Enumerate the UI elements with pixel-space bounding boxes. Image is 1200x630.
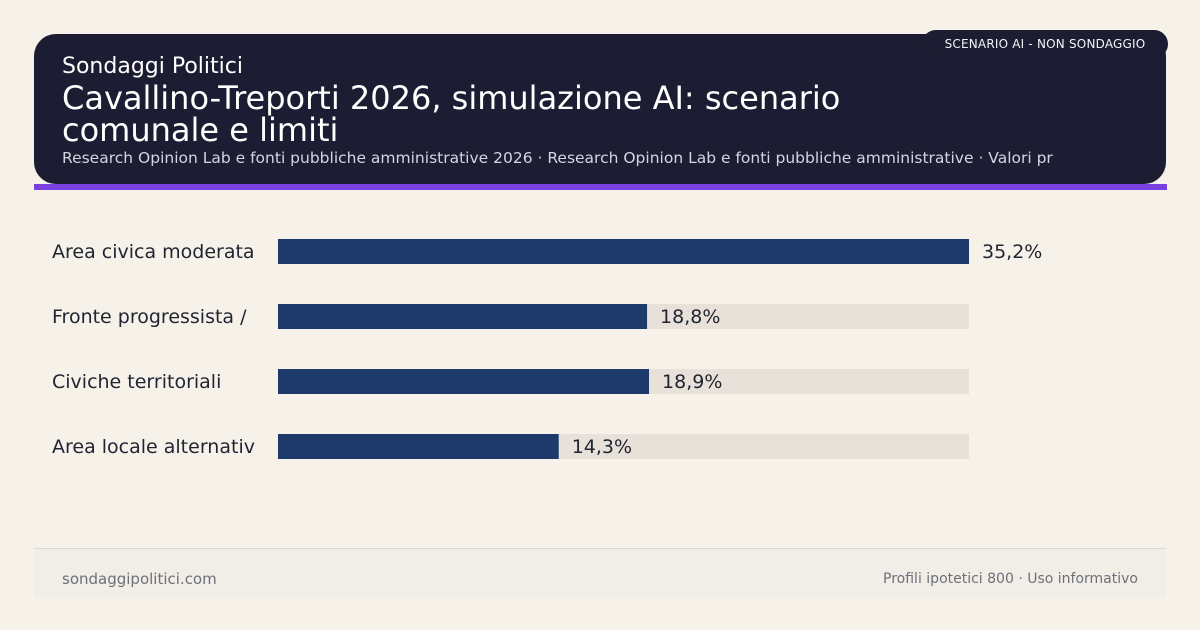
bar [278, 369, 650, 394]
page-title: Cavallino-Treporti 2026, simulazione AI:… [62, 79, 841, 149]
value-label: 14,3% [572, 436, 632, 458]
bar [278, 239, 969, 264]
footer-site: sondaggipolitici.com [62, 570, 217, 588]
category-label: Area civica moderata [52, 241, 255, 263]
footer-note: Profili ipotetici 800 · Uso informativo [883, 571, 1138, 587]
header-panel: Sondaggi Politici Cavallino-Treporti 202… [34, 34, 1166, 184]
header-accent-bar [34, 184, 1167, 190]
bar [278, 434, 559, 459]
value-label: 18,9% [662, 371, 722, 393]
footer: sondaggipolitici.com Profili ipotetici 8… [34, 548, 1166, 597]
scenario-badge: SCENARIO AI - NON SONDAGGIO [922, 30, 1168, 58]
category-label: Civiche territoriali [52, 371, 221, 393]
category-label: Area locale alternativ [52, 436, 255, 458]
value-label: 35,2% [982, 241, 1042, 263]
sources-line: Research Opinion Lab e fonti pubbliche a… [62, 149, 1053, 167]
category-label: Fronte progressista / [52, 306, 247, 328]
brand-name: Sondaggi Politici [62, 54, 243, 79]
bar [278, 304, 648, 329]
value-label: 18,8% [660, 306, 720, 328]
